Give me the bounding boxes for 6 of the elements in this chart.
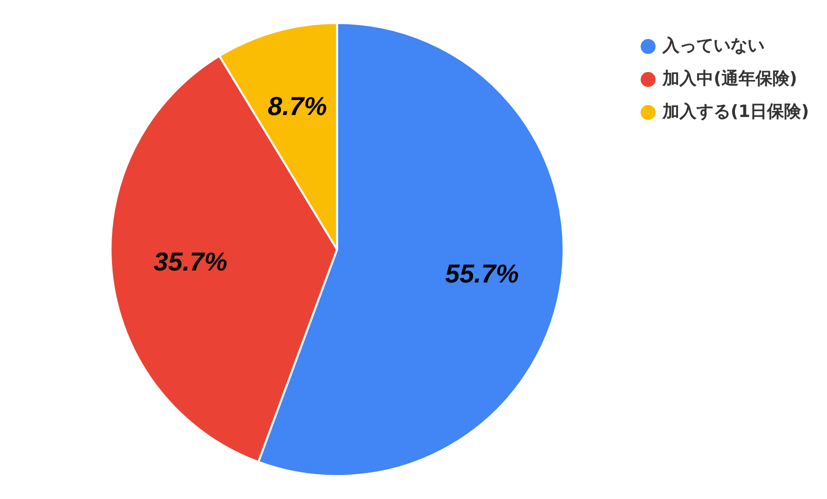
legend-label: 入っていない	[662, 36, 765, 56]
legend-label: 加入中(通年保険)	[662, 68, 798, 89]
data-label: 55.7%	[445, 258, 519, 289]
legend-label: 加入する(1日保険)	[662, 102, 810, 122]
data-label: 8.7%	[268, 90, 327, 121]
data-label: 35.7%	[154, 246, 228, 277]
